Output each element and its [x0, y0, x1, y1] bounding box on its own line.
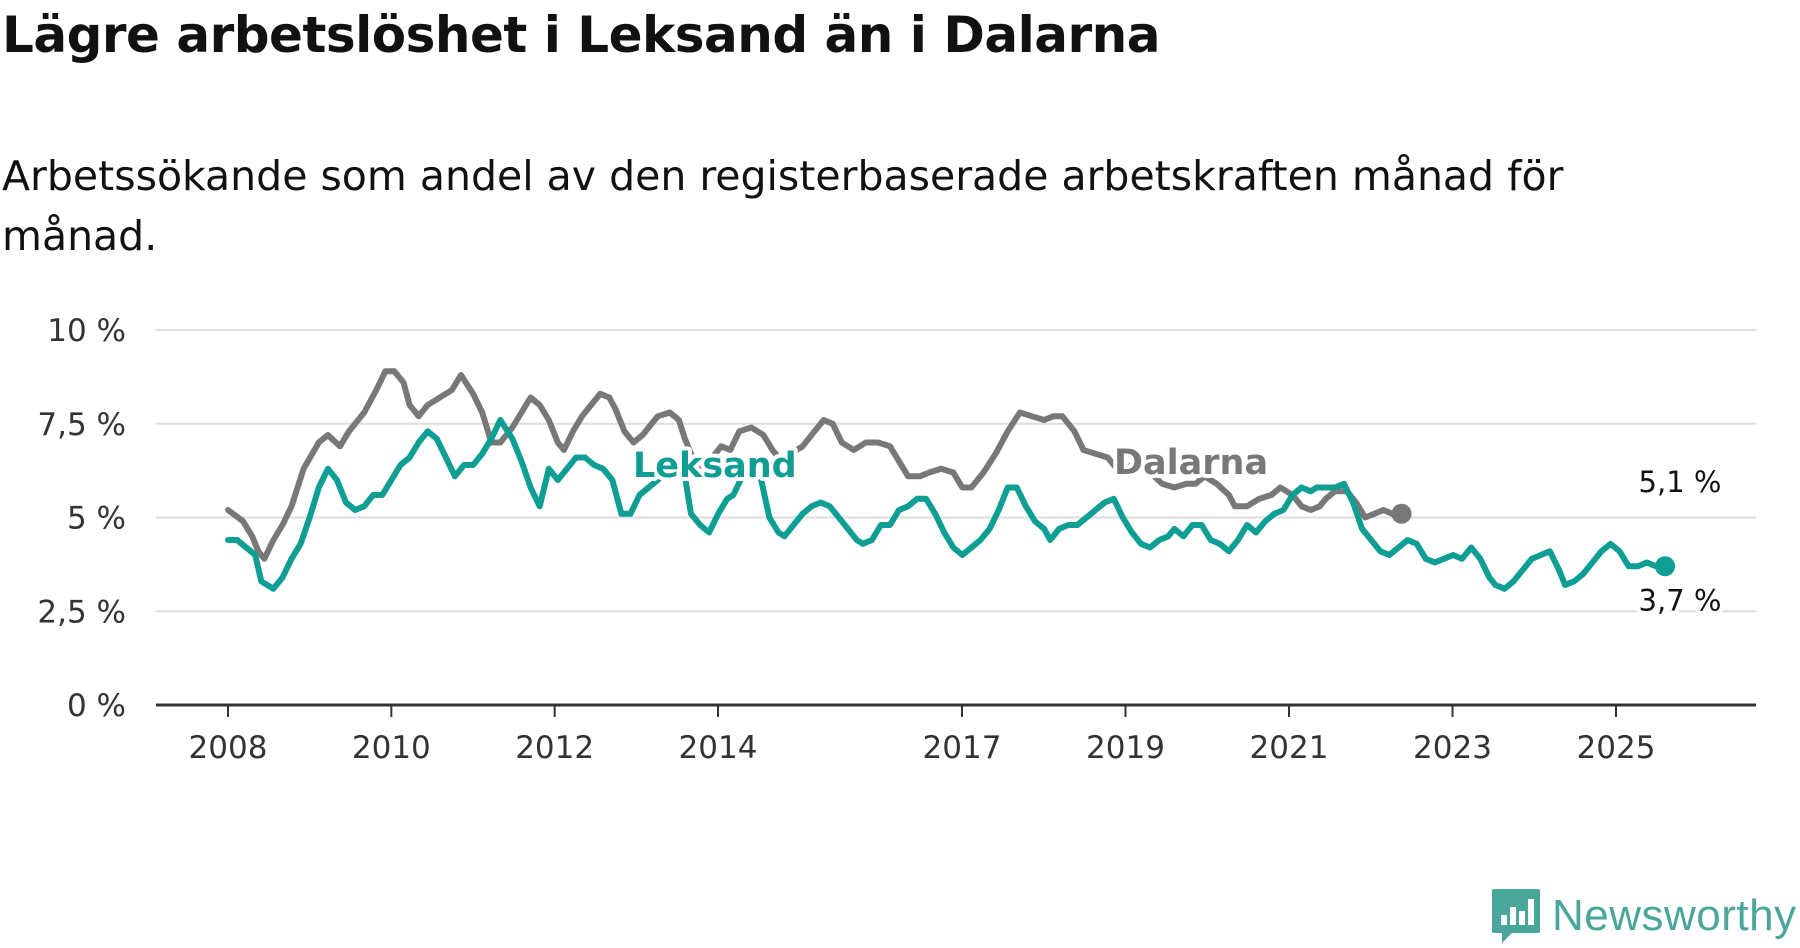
brand-name: Newsworthy	[1552, 891, 1797, 940]
y-tick-label: 7,5 %	[37, 407, 126, 443]
x-tick-label: 2008	[189, 730, 268, 766]
newsworthy-logo-icon	[1492, 889, 1540, 943]
series-line-leksand	[225, 417, 1668, 592]
x-tick-label: 2023	[1413, 730, 1492, 766]
x-tick-label: 2010	[352, 730, 431, 766]
end-label-dalarna: 5,1 %	[1639, 465, 1722, 499]
x-tick-label: 2019	[1086, 730, 1165, 766]
y-tick-label: 0 %	[67, 688, 126, 724]
x-tick-label: 2014	[679, 730, 758, 766]
labels: 0 % 2,5 % 5 % 7,5 % 10 % 2008 2010 2012 2014 2017…	[37, 313, 1725, 766]
series-label-dalarna: Dalarna	[1114, 443, 1268, 483]
series-line-dalarna	[225, 368, 1405, 562]
series-end-dot-dalarna	[1391, 503, 1412, 524]
series-lines	[225, 368, 1676, 592]
series-label-leksand: Leksand	[633, 446, 797, 486]
chart-title: Lägre arbetslöshet i Leksand än i Dalarn…	[2, 6, 1160, 64]
x-tick-label: 2025	[1577, 730, 1656, 766]
y-tick-label: 10 %	[47, 313, 126, 349]
axes	[156, 703, 1756, 717]
x-tick-label: 2017	[923, 730, 1002, 766]
x-tick-label: 2012	[515, 730, 594, 766]
x-tick-label: 2021	[1250, 730, 1329, 766]
gridlines	[156, 329, 1756, 613]
y-tick-label: 2,5 %	[37, 594, 126, 630]
series-end-dot-leksand	[1655, 556, 1676, 577]
end-label-leksand: 3,7 %	[1639, 583, 1722, 617]
y-tick-label: 5 %	[67, 501, 126, 537]
chart-subtitle: Arbetssökande som andel av den registerb…	[2, 152, 1564, 260]
brand-logo: Newsworthy	[1490, 884, 1797, 948]
